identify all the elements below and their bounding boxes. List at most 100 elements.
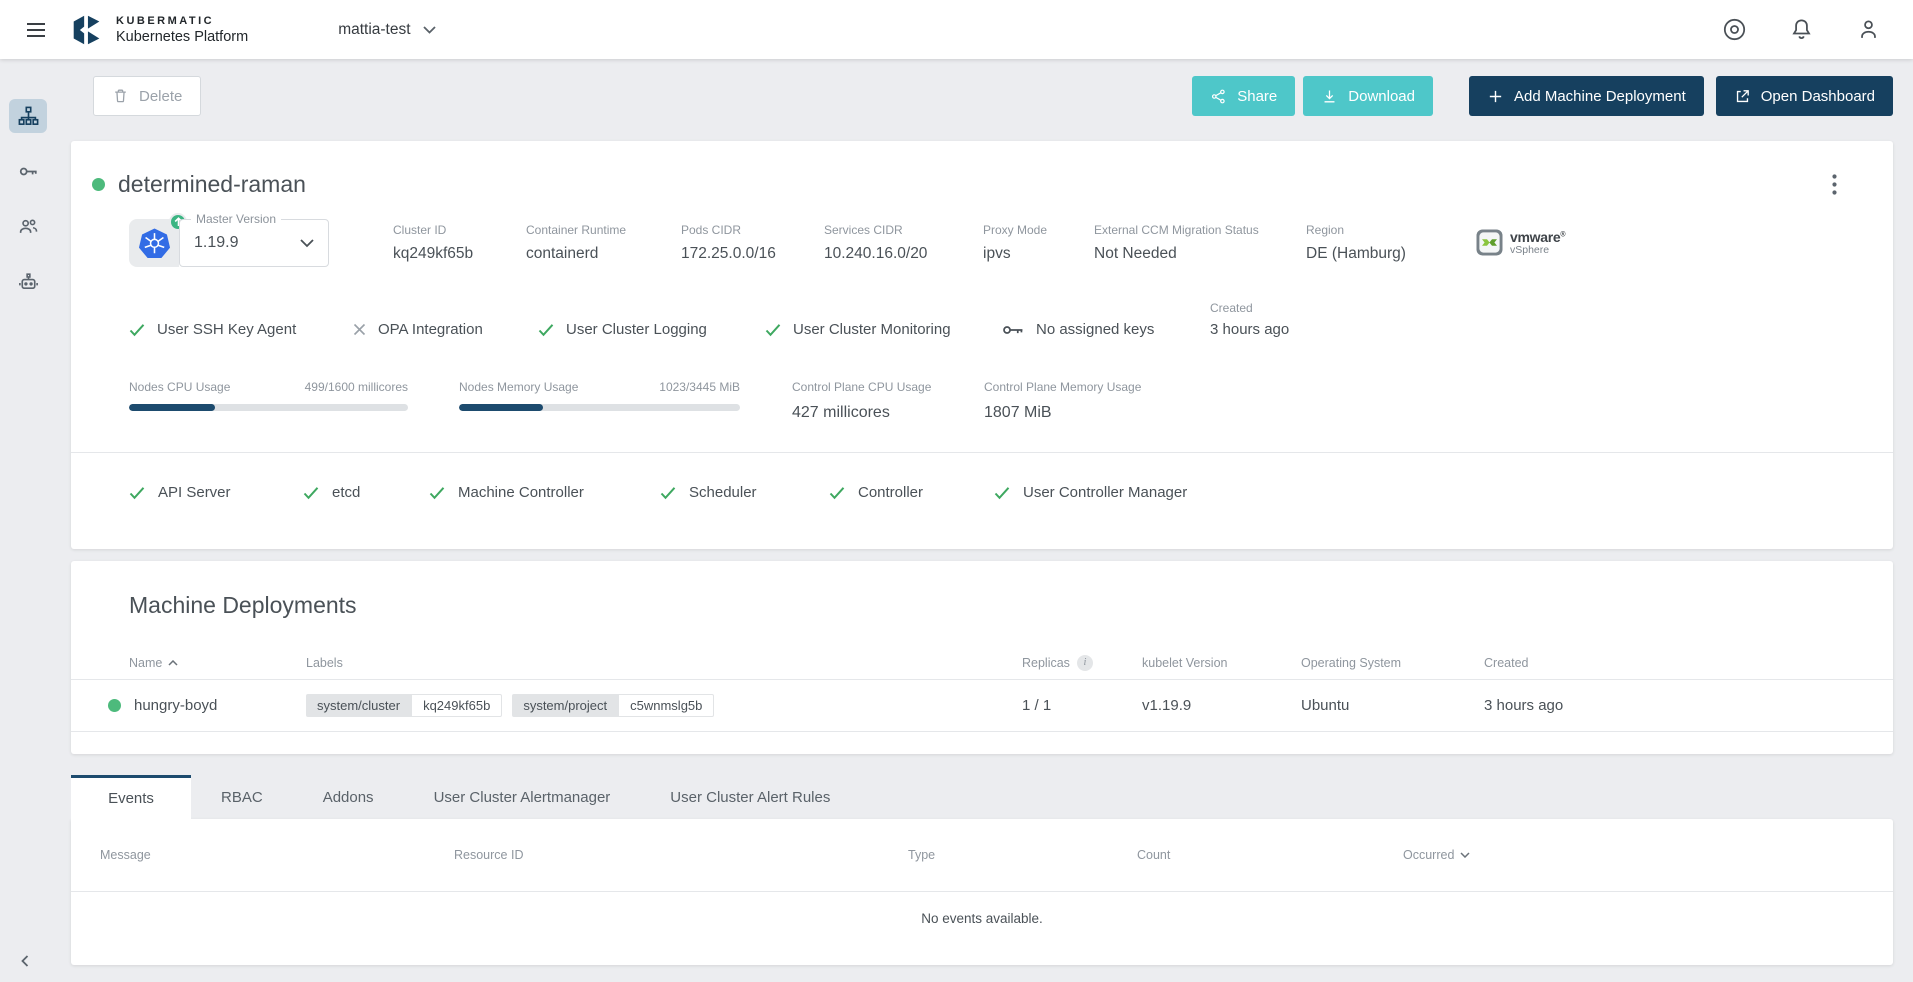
sidebar-item-members[interactable] bbox=[9, 209, 47, 243]
deployment-status-dot bbox=[108, 699, 121, 712]
usage-value: 427 millicores bbox=[792, 404, 984, 422]
sidebar-item-clusters[interactable] bbox=[9, 99, 47, 133]
plus-icon bbox=[1487, 88, 1504, 105]
info-label: Region bbox=[1306, 223, 1448, 237]
health-controller: Controller bbox=[829, 484, 994, 501]
control-plane-cpu-usage: Control Plane CPU Usage 427 millicores bbox=[792, 380, 984, 422]
key-icon bbox=[1002, 323, 1024, 337]
add-machine-deployment-label: Add Machine Deployment bbox=[1514, 88, 1686, 105]
cluster-info-columns: Cluster IDkq249kf65b Container Runtimeco… bbox=[393, 219, 1448, 263]
help-icon[interactable] bbox=[1718, 13, 1751, 46]
region-value: DE (Hamburg) bbox=[1306, 245, 1448, 263]
health-machine-controller: Machine Controller bbox=[429, 484, 660, 501]
notifications-bell-icon[interactable] bbox=[1785, 13, 1818, 46]
column-header-operating-system: Operating System bbox=[1301, 656, 1484, 670]
sidebar-item-ssh-keys[interactable] bbox=[9, 154, 47, 188]
container-runtime-value: containerd bbox=[526, 245, 681, 263]
provider-logo: vmware® vSphere bbox=[1476, 229, 1565, 256]
nodes-memory-usage: Nodes Memory Usage 1023/3445 MiB bbox=[459, 380, 740, 422]
brand-name: KUBERMATIC bbox=[116, 15, 248, 27]
nodes-cpu-usage: Nodes CPU Usage 499/1600 millicores bbox=[129, 380, 408, 422]
column-header-occurred[interactable]: Occurred bbox=[1403, 848, 1867, 862]
tab-user-cluster-alertmanager[interactable]: User Cluster Alertmanager bbox=[404, 775, 641, 819]
cluster-health-row: API Server etcd Machine Controller Sched… bbox=[71, 453, 1893, 501]
health-etcd: etcd bbox=[303, 484, 429, 501]
feature-user-cluster-monitoring: User Cluster Monitoring bbox=[765, 321, 1002, 338]
control-plane-memory-usage: Control Plane Memory Usage 1807 MiB bbox=[984, 380, 1141, 422]
cluster-usage-row: Nodes CPU Usage 499/1600 millicores Node… bbox=[71, 338, 1893, 422]
feature-user-cluster-logging: User Cluster Logging bbox=[538, 321, 765, 338]
health-api-server: API Server bbox=[129, 484, 303, 501]
column-header-replicas: Replicas i bbox=[1022, 655, 1142, 671]
cluster-name: determined-raman bbox=[118, 171, 306, 198]
user-profile-icon[interactable] bbox=[1852, 13, 1885, 46]
check-icon bbox=[829, 486, 845, 500]
master-version-select[interactable]: Master Version 1.19.9 bbox=[179, 219, 329, 267]
open-external-icon bbox=[1734, 88, 1751, 105]
machine-deployments-card: Machine Deployments Name Labels Replicas… bbox=[71, 561, 1893, 754]
delete-button[interactable]: Delete bbox=[93, 76, 201, 116]
sidebar-collapse-button[interactable] bbox=[14, 950, 36, 972]
column-header-kubelet-version: kubelet Version bbox=[1142, 656, 1301, 670]
x-icon bbox=[353, 323, 366, 336]
ssh-keys-status: No assigned keys bbox=[1002, 321, 1210, 338]
download-icon bbox=[1321, 88, 1338, 105]
project-name: mattia-test bbox=[338, 21, 410, 39]
tab-addons[interactable]: Addons bbox=[293, 775, 404, 819]
column-header-count: Count bbox=[1137, 848, 1403, 862]
column-header-resource-id: Resource ID bbox=[454, 848, 908, 862]
column-header-message: Message bbox=[100, 848, 454, 862]
sort-desc-icon bbox=[1460, 852, 1470, 858]
app-header: KUBERMATIC Kubernetes Platform mattia-te… bbox=[0, 0, 1913, 59]
delete-button-label: Delete bbox=[139, 88, 182, 105]
key-icon bbox=[17, 160, 40, 183]
master-version-label: Master Version bbox=[191, 212, 281, 226]
open-dashboard-button[interactable]: Open Dashboard bbox=[1716, 76, 1893, 116]
master-version-value: 1.19.9 bbox=[194, 234, 238, 252]
feature-opa-integration: OPA Integration bbox=[353, 321, 538, 338]
nodes-memory-progress-bar bbox=[459, 404, 740, 411]
chevron-down-icon bbox=[300, 239, 314, 248]
created-label: Created bbox=[1210, 301, 1289, 315]
services-cidr-value: 10.240.16.0/20 bbox=[824, 245, 983, 263]
created-value: 3 hours ago bbox=[1210, 321, 1289, 338]
check-icon bbox=[538, 323, 554, 337]
machine-deployment-row[interactable]: hungry-boyd system/clusterkq249kf65b sys… bbox=[71, 680, 1893, 732]
sidebar-item-service-accounts[interactable] bbox=[9, 264, 47, 298]
usage-label: Nodes Memory Usage bbox=[459, 380, 578, 394]
machine-deployments-header: Name Labels Replicas i kubelet Version O… bbox=[71, 646, 1893, 680]
info-label: Proxy Mode bbox=[983, 223, 1094, 237]
menu-icon[interactable] bbox=[18, 12, 54, 48]
download-button[interactable]: Download bbox=[1303, 76, 1433, 116]
proxy-mode-value: ipvs bbox=[983, 245, 1094, 263]
clusters-icon bbox=[17, 105, 40, 128]
sidebar bbox=[0, 76, 56, 982]
ccm-migration-status-value: Not Needed bbox=[1094, 245, 1306, 263]
tab-user-cluster-alert-rules[interactable]: User Cluster Alert Rules bbox=[640, 775, 860, 819]
pods-cidr-value: 172.25.0.0/16 bbox=[681, 245, 824, 263]
add-machine-deployment-button[interactable]: Add Machine Deployment bbox=[1469, 76, 1704, 116]
tab-rbac[interactable]: RBAC bbox=[191, 775, 293, 819]
health-scheduler: Scheduler bbox=[660, 484, 829, 501]
vsphere-icon bbox=[1476, 229, 1503, 256]
kubernetes-version-tile bbox=[129, 219, 179, 267]
cluster-card: determined-raman bbox=[71, 141, 1893, 549]
info-label: Cluster ID bbox=[393, 223, 526, 237]
check-icon bbox=[129, 323, 145, 337]
usage-label: Nodes CPU Usage bbox=[129, 380, 230, 394]
deployment-labels: system/clusterkq249kf65b system/projectc… bbox=[306, 694, 1022, 717]
column-header-name[interactable]: Name bbox=[129, 656, 306, 670]
usage-value: 1023/3445 MiB bbox=[659, 380, 740, 394]
cluster-actions-menu-icon[interactable] bbox=[1824, 168, 1845, 201]
cluster-detail-tabs: Events RBAC Addons User Cluster Alertman… bbox=[71, 775, 1893, 819]
deployment-operating-system: Ubuntu bbox=[1301, 697, 1484, 714]
project-selector[interactable]: mattia-test bbox=[338, 21, 435, 39]
deployment-name: hungry-boyd bbox=[134, 697, 217, 714]
usage-value: 1807 MiB bbox=[984, 404, 1141, 422]
info-icon[interactable]: i bbox=[1077, 655, 1093, 671]
usage-value: 499/1600 millicores bbox=[305, 380, 408, 394]
kubermatic-logo: KUBERMATIC Kubernetes Platform bbox=[68, 11, 248, 49]
cluster-id-value: kq249kf65b bbox=[393, 245, 526, 263]
share-button[interactable]: Share bbox=[1192, 76, 1295, 116]
tab-events[interactable]: Events bbox=[71, 775, 191, 819]
